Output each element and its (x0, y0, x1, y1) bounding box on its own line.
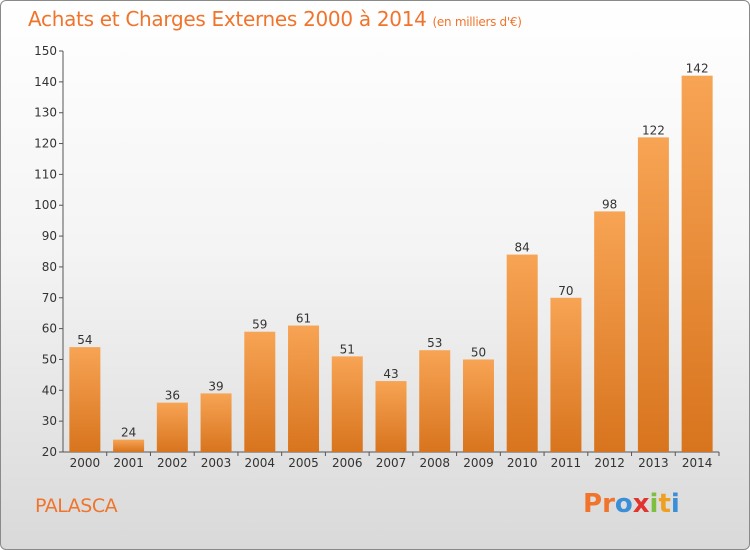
bar (637, 137, 669, 452)
logo-letter: r (602, 489, 615, 519)
bar (506, 254, 538, 452)
data-label: 51 (340, 342, 355, 356)
x-tick-label: 2011 (551, 456, 582, 470)
y-tick-label: 100 (34, 198, 57, 212)
x-tick-label: 2003 (201, 456, 232, 470)
y-tick-label: 140 (34, 75, 57, 89)
proxiti-logo: Proxiti (583, 491, 680, 517)
data-label: 122 (642, 123, 665, 137)
y-tick-label: 50 (42, 352, 57, 366)
x-tick-label: 2010 (507, 456, 538, 470)
x-tick-label: 2004 (245, 456, 276, 470)
data-label: 70 (558, 284, 573, 298)
data-label: 59 (252, 318, 267, 332)
x-tick-label: 2005 (288, 456, 319, 470)
data-label: 53 (427, 336, 442, 350)
logo-letter: x (632, 489, 650, 519)
y-tick-label: 60 (42, 322, 57, 336)
y-tick-label: 80 (42, 260, 57, 274)
data-label: 54 (77, 333, 92, 347)
bar (550, 297, 582, 452)
chart-title: Achats et Charges Externes 2000 à 2014 (e… (28, 7, 522, 31)
data-label: 61 (296, 312, 311, 326)
data-label: 39 (208, 379, 223, 393)
bar (594, 211, 626, 452)
data-label: 24 (121, 426, 136, 440)
bar (69, 347, 101, 452)
y-tick-label: 40 (42, 383, 57, 397)
y-tick-label: 150 (34, 44, 57, 58)
x-tick-label: 2006 (332, 456, 363, 470)
logo-letter: i (649, 489, 659, 519)
logo-letter: P (583, 489, 603, 519)
bar (331, 356, 363, 452)
bar (156, 402, 188, 452)
logo-letter: o (614, 489, 633, 519)
x-tick-label: 2009 (463, 456, 494, 470)
logo-letter: i (670, 489, 680, 519)
logo-letter: t (658, 489, 671, 519)
bar (244, 331, 276, 452)
data-label: 50 (471, 345, 486, 359)
y-tick-label: 130 (34, 106, 57, 120)
bar (462, 359, 494, 452)
data-label: 43 (383, 367, 398, 381)
x-tick-label: 2001 (113, 456, 144, 470)
data-label: 84 (515, 241, 530, 255)
x-tick-label: 2000 (70, 456, 101, 470)
y-tick-label: 30 (42, 414, 57, 428)
x-tick-label: 2014 (682, 456, 713, 470)
bar (113, 439, 145, 452)
x-tick-label: 2012 (594, 456, 625, 470)
y-tick-label: 110 (34, 167, 57, 181)
x-tick-label: 2007 (376, 456, 407, 470)
bar (419, 350, 451, 452)
data-label: 98 (602, 197, 617, 211)
y-tick-label: 20 (42, 445, 57, 459)
x-tick-label: 2002 (157, 456, 188, 470)
y-tick-label: 120 (34, 137, 57, 151)
chart-title-text: Achats et Charges Externes 2000 à 2014 (28, 7, 427, 31)
bar (288, 325, 320, 452)
y-tick-label: 70 (42, 291, 57, 305)
y-tick-label: 90 (42, 229, 57, 243)
bar (375, 381, 407, 452)
bar (681, 75, 713, 452)
x-tick-label: 2008 (419, 456, 450, 470)
data-label: 142 (686, 62, 709, 76)
chart-unit: (en milliers d'€) (432, 15, 522, 29)
x-tick-label: 2013 (638, 456, 669, 470)
data-label: 36 (165, 389, 180, 403)
bar (200, 393, 232, 452)
place-name: PALASCA (35, 495, 118, 517)
